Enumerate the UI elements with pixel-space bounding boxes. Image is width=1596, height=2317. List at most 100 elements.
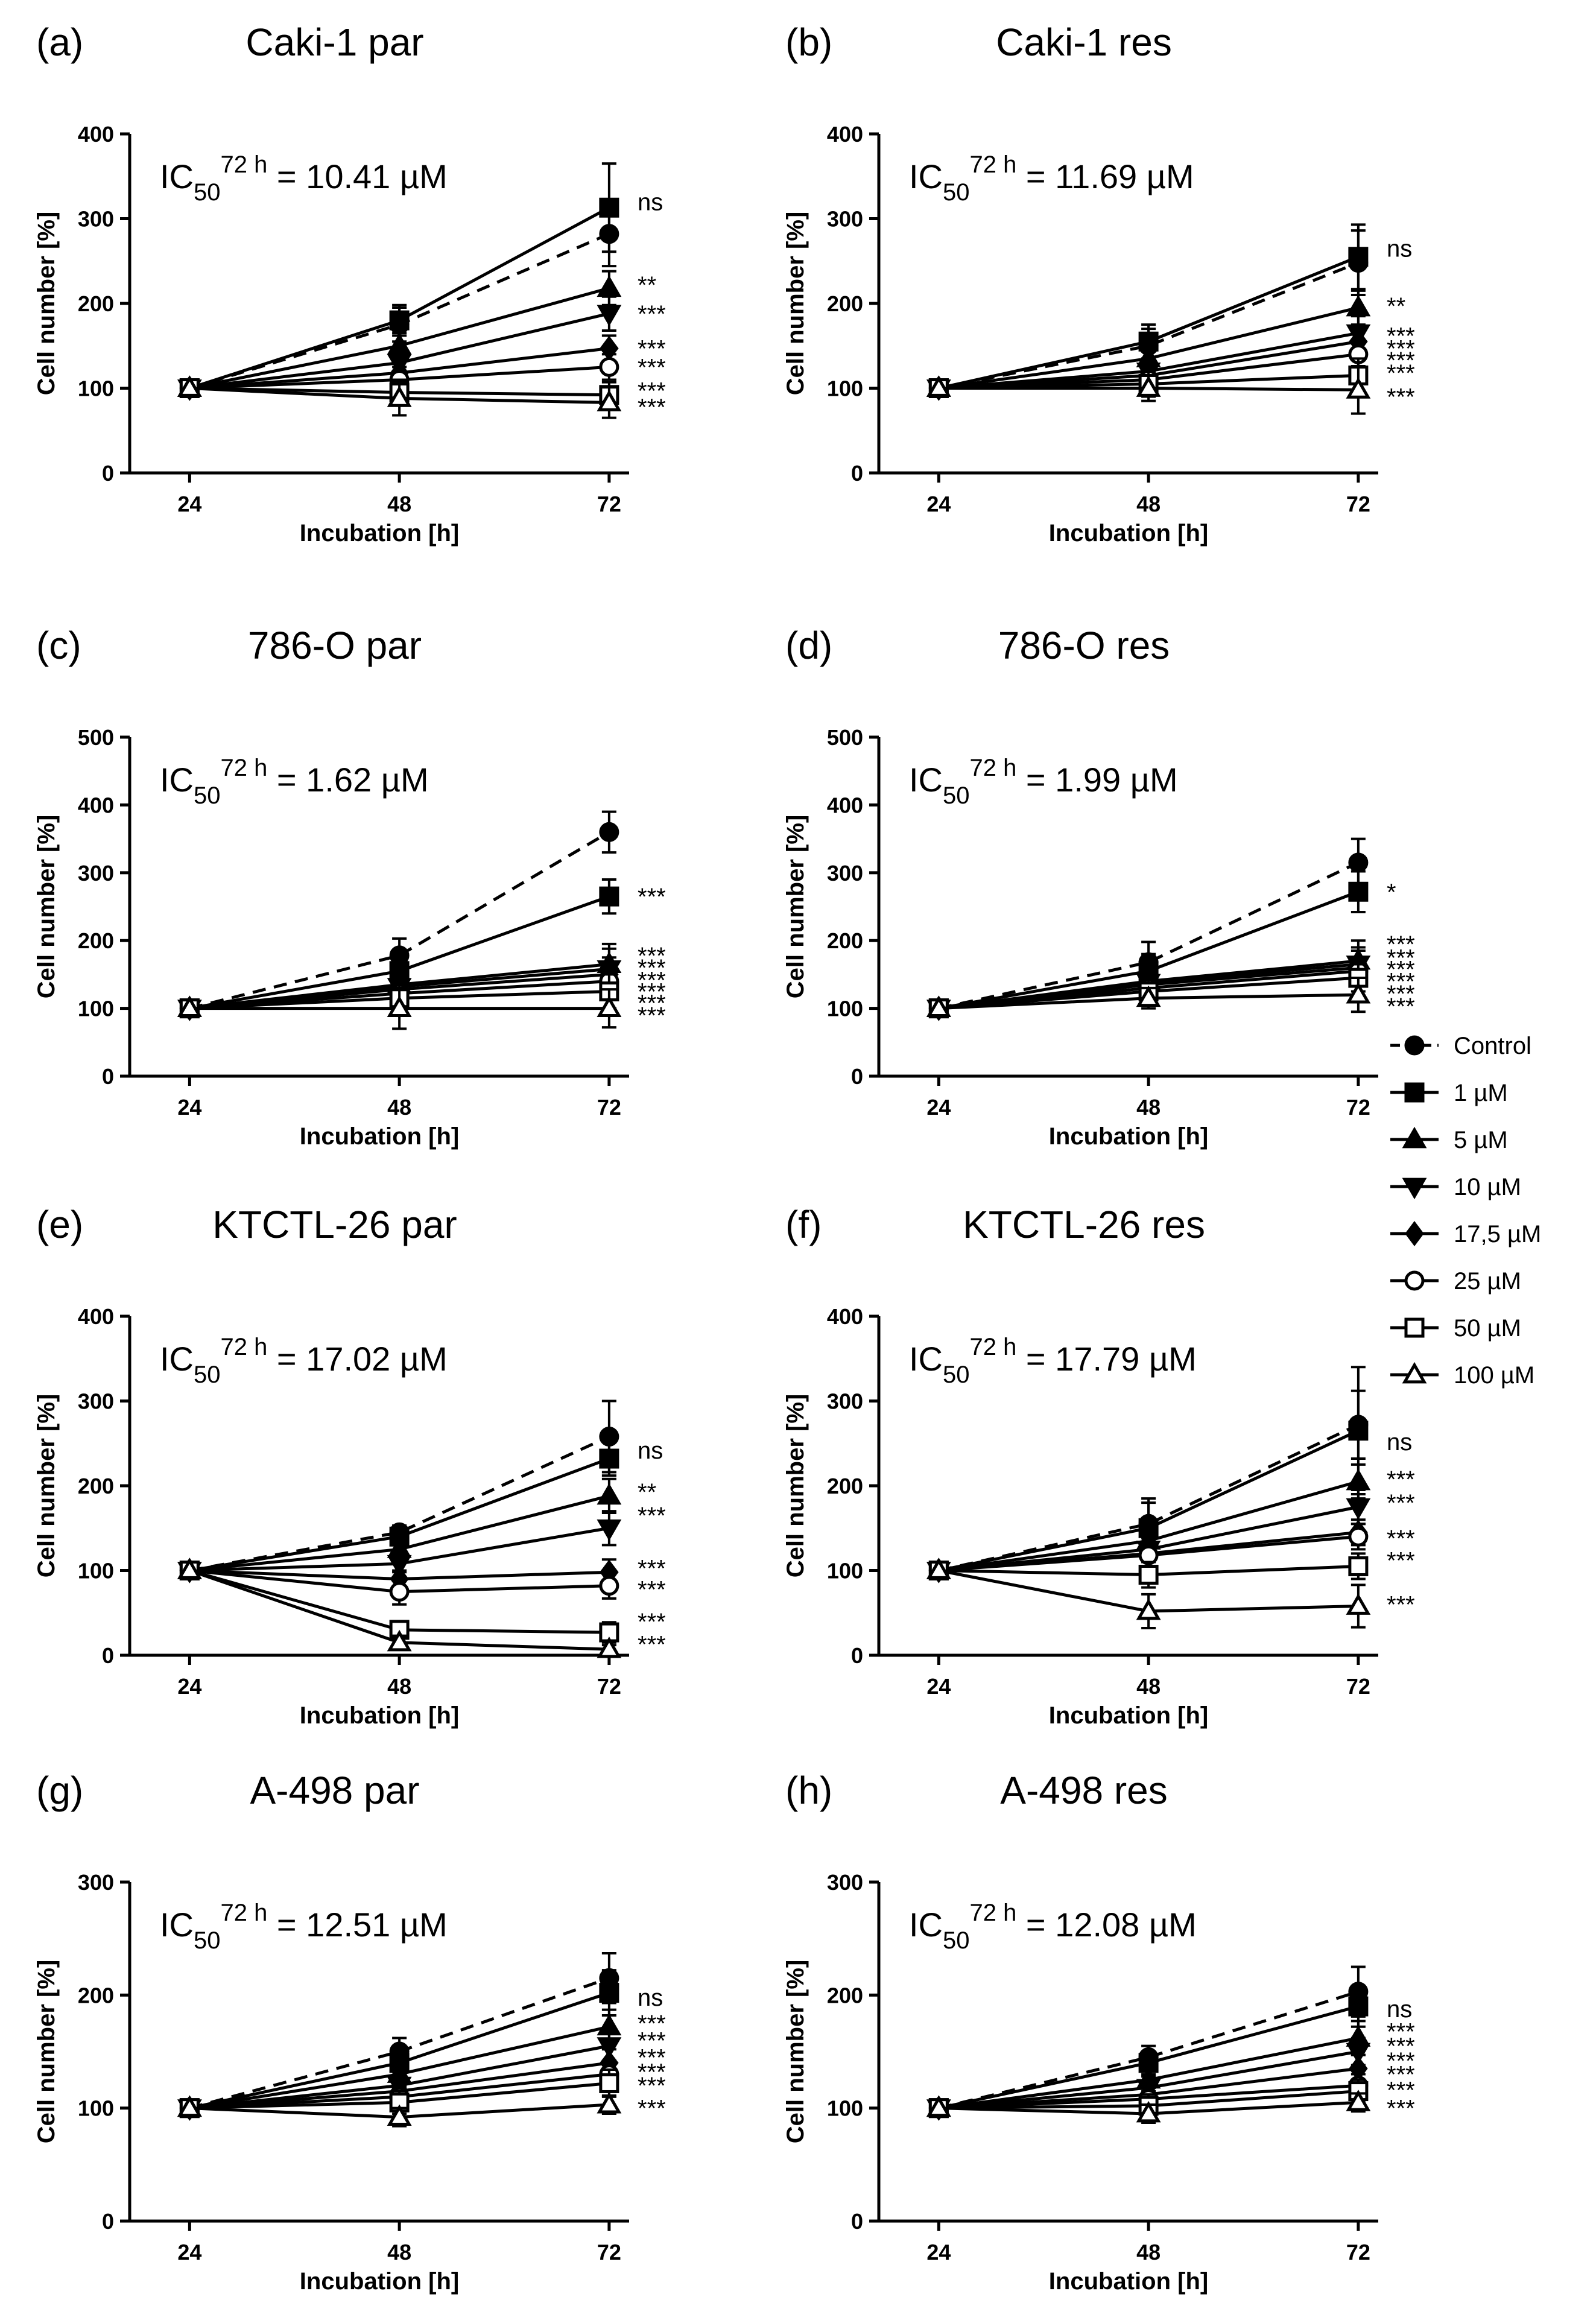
data-point — [926, 1558, 951, 1579]
panel-letter: (c) — [36, 624, 81, 667]
x-axis-label: Incubation [h] — [1049, 1123, 1208, 1150]
x-tick-label: 24 — [926, 492, 951, 516]
y-tick-label: 100 — [827, 2096, 863, 2121]
significance-label: *** — [638, 394, 666, 420]
significance-label: *** — [1387, 2096, 1415, 2122]
data-point — [597, 995, 622, 1017]
data-point — [1348, 852, 1369, 873]
significance-label: *** — [638, 335, 666, 362]
ic50-superscript: 72 h — [970, 1334, 1017, 1360]
significance-label: *** — [638, 354, 666, 381]
significance-label: *** — [1387, 2018, 1415, 2045]
significance-label: *** — [638, 1609, 666, 1635]
y-axis-label: Cell number [%] — [782, 1394, 809, 1577]
significance-label: *** — [638, 955, 666, 981]
x-axis-label: Incubation [h] — [300, 520, 459, 547]
ic50-subscript: 50 — [194, 782, 221, 809]
x-axis-label: Incubation [h] — [1049, 1702, 1208, 1729]
chart-panel: (b) Caki-1 res 0 100 200 300 400 24 48 72 Incubati… — [782, 21, 1415, 547]
x-tick-label: 48 — [1136, 1674, 1161, 1699]
y-tick-label: 0 — [851, 1643, 863, 1668]
data-point — [599, 1448, 619, 1469]
data-point — [599, 357, 619, 377]
y-tick-label: 0 — [102, 2209, 114, 2234]
significance-label: ns — [638, 1985, 663, 2011]
ic50-prefix: IC — [160, 157, 194, 195]
data-point — [1136, 375, 1161, 397]
chart-panel: (e) KTCTL-26 par 0 100 200 300 400 24 48 72 Incuba… — [33, 1203, 666, 1729]
data-point — [1348, 1996, 1369, 2017]
ic50-subscript: 50 — [943, 1927, 970, 1954]
ic50-label: IC5072 h = 1.62 µM — [160, 755, 429, 809]
ic50-superscript: 72 h — [221, 1334, 268, 1360]
y-tick-label: 100 — [827, 376, 863, 401]
data-point — [599, 2073, 619, 2093]
x-tick-label: 24 — [177, 1095, 201, 1120]
x-tick-label: 48 — [387, 2240, 411, 2265]
legend-marker — [1404, 1270, 1425, 1291]
data-point — [1348, 2081, 1369, 2102]
legend-marker — [1404, 1082, 1425, 1103]
ic50-prefix: IC — [909, 157, 943, 195]
legend-entry: 17,5 µM — [1390, 1221, 1541, 1247]
y-tick-label: 0 — [851, 2209, 863, 2234]
ic50-prefix: IC — [160, 1340, 194, 1378]
significance-label: * — [1387, 879, 1396, 905]
legend: Control 1 µM 5 µM 10 µM 17,5 µM 25 µM 50 µM 100… — [1390, 1033, 1541, 1389]
x-tick-label: 24 — [926, 1674, 951, 1699]
data-point — [1136, 985, 1161, 1007]
x-tick-label: 48 — [1136, 2240, 1161, 2265]
series: *** — [177, 1503, 666, 1583]
significance-label: *** — [1387, 1466, 1415, 1493]
ic50-subscript: 50 — [943, 179, 970, 206]
y-tick-label: 200 — [78, 1983, 114, 2008]
data-point — [1136, 2100, 1161, 2123]
ic50-value: = 10.41 µM — [267, 157, 447, 195]
legend-label: Control — [1454, 1033, 1531, 1059]
data-point — [177, 995, 202, 1017]
x-axis-label: Incubation [h] — [1049, 520, 1208, 547]
data-point — [1136, 1598, 1161, 1620]
series: ns — [179, 1399, 663, 1580]
y-tick-label: 200 — [827, 1474, 863, 1498]
data-point — [387, 1629, 412, 1652]
significance-label: *** — [638, 2011, 666, 2037]
y-axis-label: Cell number [%] — [33, 1394, 60, 1577]
ic50-prefix: IC — [160, 1906, 194, 1944]
significance-label: ns — [638, 189, 663, 215]
data-point — [1348, 1556, 1369, 1576]
x-tick-label: 24 — [177, 1674, 201, 1699]
ic50-superscript: 72 h — [970, 755, 1017, 781]
series: *** — [926, 364, 1415, 415]
y-axis-label: Cell number [%] — [33, 212, 60, 395]
ic50-value: = 1.99 µM — [1016, 761, 1177, 799]
significance-label: *** — [638, 2073, 666, 2099]
y-tick-label: 300 — [78, 861, 114, 886]
data-point — [599, 886, 619, 907]
series: *** — [179, 1561, 666, 1606]
y-tick-label: 100 — [78, 997, 114, 1021]
ic50-prefix: IC — [909, 1340, 943, 1378]
legend-marker — [1405, 1221, 1424, 1246]
x-tick-label: 48 — [387, 492, 411, 516]
ic50-prefix: IC — [160, 761, 194, 799]
legend-entry: Control — [1390, 1033, 1531, 1059]
y-tick-label: 300 — [827, 1389, 863, 1414]
significance-label: *** — [1387, 347, 1415, 374]
y-tick-label: 0 — [851, 461, 863, 486]
x-axis-label: Incubation [h] — [300, 1123, 459, 1150]
panel-title: 786-O par — [248, 624, 422, 667]
y-tick-label: 300 — [827, 207, 863, 232]
ic50-value: = 12.51 µM — [267, 1906, 447, 1944]
data-point — [389, 1582, 410, 1602]
significance-label: *** — [1387, 2078, 1415, 2104]
x-tick-label: 72 — [1346, 492, 1370, 516]
y-tick-label: 400 — [827, 122, 863, 147]
data-point — [1348, 881, 1369, 902]
ic50-label: IC5072 h = 12.08 µM — [909, 1900, 1197, 1954]
legend-entry: 100 µM — [1390, 1361, 1534, 1389]
significance-label: *** — [638, 1576, 666, 1603]
x-tick-label: 72 — [1346, 2240, 1370, 2265]
ic50-superscript: 72 h — [221, 1900, 268, 1926]
y-axis-label: Cell number [%] — [33, 1960, 60, 2143]
